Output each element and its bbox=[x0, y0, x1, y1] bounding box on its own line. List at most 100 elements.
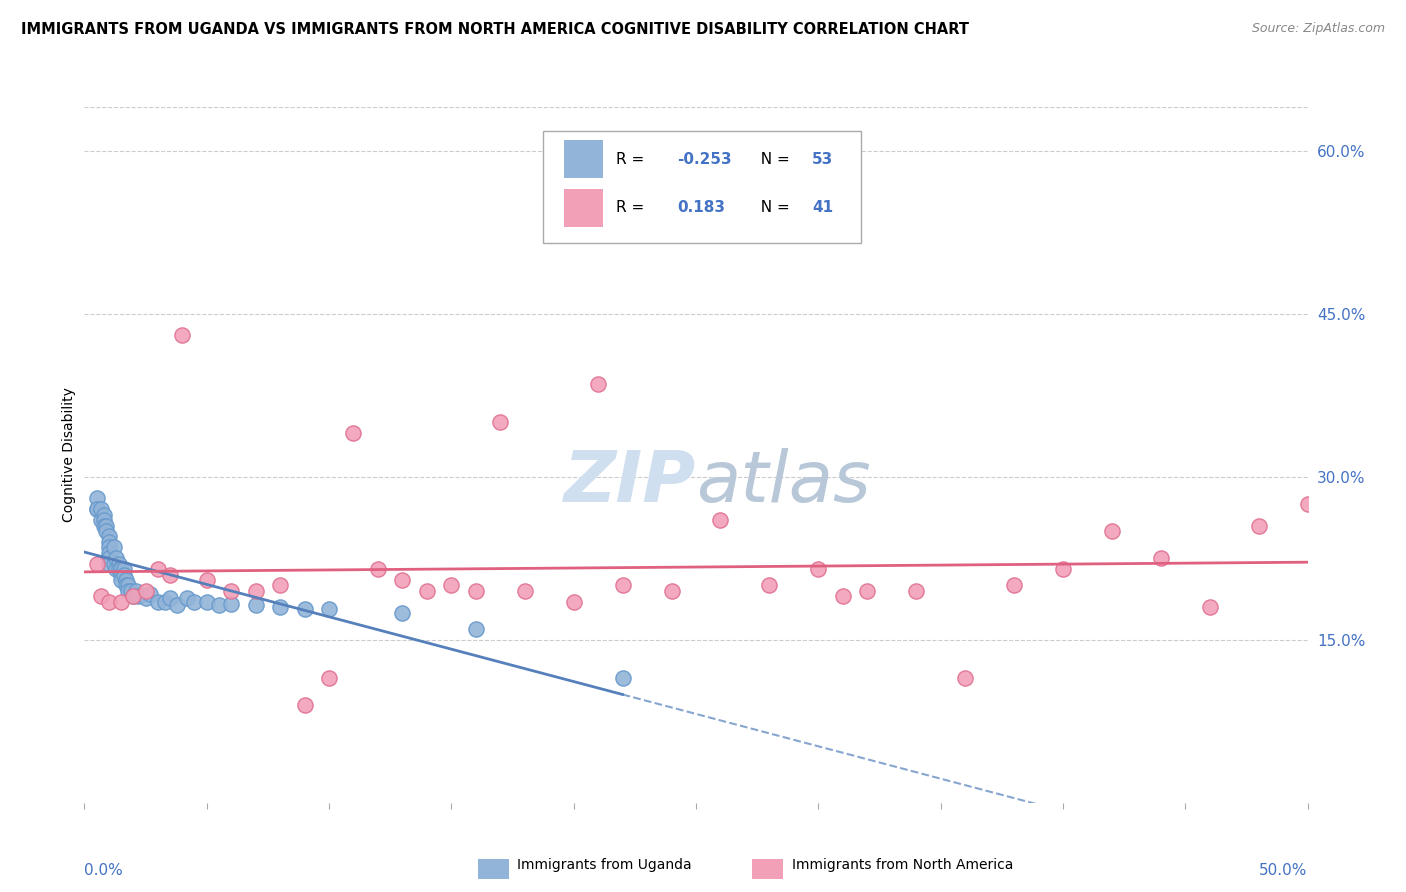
Point bbox=[93, 513, 115, 527]
Point bbox=[586, 377, 609, 392]
Point bbox=[342, 426, 364, 441]
Point bbox=[97, 541, 120, 555]
Point bbox=[153, 595, 176, 609]
FancyBboxPatch shape bbox=[543, 131, 860, 243]
Point bbox=[103, 541, 125, 555]
Point bbox=[195, 595, 218, 609]
Point bbox=[146, 562, 169, 576]
Point bbox=[172, 328, 194, 343]
Point bbox=[758, 578, 780, 592]
Point bbox=[97, 546, 120, 560]
Point bbox=[93, 518, 115, 533]
Point bbox=[97, 551, 120, 566]
Point bbox=[107, 562, 129, 576]
Text: Immigrants from Uganda: Immigrants from Uganda bbox=[517, 858, 692, 872]
Point bbox=[391, 573, 413, 587]
Point bbox=[135, 591, 157, 606]
Point bbox=[127, 589, 149, 603]
Y-axis label: Cognitive Disability: Cognitive Disability bbox=[62, 387, 76, 523]
Text: Source: ZipAtlas.com: Source: ZipAtlas.com bbox=[1251, 22, 1385, 36]
Point bbox=[269, 578, 291, 592]
Point bbox=[1052, 562, 1074, 576]
Point bbox=[90, 589, 112, 603]
Point bbox=[905, 583, 928, 598]
Point bbox=[1247, 518, 1270, 533]
Point bbox=[97, 557, 120, 571]
Point bbox=[245, 583, 267, 598]
Point bbox=[86, 557, 108, 571]
Text: IMMIGRANTS FROM UGANDA VS IMMIGRANTS FROM NORTH AMERICA COGNITIVE DISABILITY COR: IMMIGRANTS FROM UGANDA VS IMMIGRANTS FRO… bbox=[21, 22, 969, 37]
Text: 0.0%: 0.0% bbox=[84, 863, 124, 878]
Point bbox=[208, 598, 231, 612]
Point bbox=[93, 508, 115, 522]
Point bbox=[110, 562, 132, 576]
Point bbox=[953, 671, 976, 685]
Text: 50.0%: 50.0% bbox=[1260, 863, 1308, 878]
Point bbox=[117, 583, 139, 598]
Point bbox=[122, 589, 145, 603]
Text: R =: R = bbox=[616, 152, 650, 167]
Point bbox=[112, 562, 135, 576]
Point bbox=[464, 622, 486, 636]
Point bbox=[709, 513, 731, 527]
Text: R =: R = bbox=[616, 201, 650, 216]
Point bbox=[440, 578, 463, 592]
Point bbox=[146, 595, 169, 609]
Point bbox=[110, 573, 132, 587]
Point bbox=[107, 557, 129, 571]
Point bbox=[1296, 497, 1319, 511]
Text: ZIP: ZIP bbox=[564, 449, 696, 517]
Point bbox=[856, 583, 879, 598]
Point bbox=[391, 606, 413, 620]
Text: N =: N = bbox=[751, 201, 794, 216]
Point bbox=[612, 671, 634, 685]
Point bbox=[831, 589, 853, 603]
Point bbox=[1101, 524, 1123, 538]
Point bbox=[1150, 551, 1173, 566]
Point bbox=[807, 562, 830, 576]
Text: atlas: atlas bbox=[696, 449, 870, 517]
Text: Immigrants from North America: Immigrants from North America bbox=[792, 858, 1012, 872]
Point bbox=[219, 597, 242, 611]
Point bbox=[416, 583, 439, 598]
Point bbox=[1198, 600, 1220, 615]
Point bbox=[105, 562, 128, 576]
Point bbox=[318, 671, 340, 685]
FancyBboxPatch shape bbox=[564, 140, 603, 178]
Text: 53: 53 bbox=[813, 152, 834, 167]
Point bbox=[90, 502, 112, 516]
Point bbox=[86, 502, 108, 516]
Point bbox=[294, 602, 316, 616]
Point bbox=[464, 583, 486, 598]
Point bbox=[562, 595, 585, 609]
Point bbox=[117, 578, 139, 592]
Point bbox=[195, 573, 218, 587]
Point bbox=[367, 562, 389, 576]
Point bbox=[115, 578, 138, 592]
Point bbox=[219, 583, 242, 598]
Point bbox=[135, 583, 157, 598]
Point bbox=[159, 591, 181, 606]
Point bbox=[86, 491, 108, 506]
Point bbox=[183, 595, 205, 609]
Point bbox=[661, 583, 683, 598]
Text: 0.183: 0.183 bbox=[678, 201, 725, 216]
Point bbox=[166, 598, 188, 612]
Text: -0.253: -0.253 bbox=[678, 152, 733, 167]
Point bbox=[112, 567, 135, 582]
Point bbox=[245, 598, 267, 612]
Point bbox=[110, 567, 132, 582]
Point bbox=[294, 698, 316, 712]
Point bbox=[86, 502, 108, 516]
Point bbox=[489, 415, 512, 429]
Point bbox=[269, 600, 291, 615]
Point bbox=[120, 583, 142, 598]
Point bbox=[103, 557, 125, 571]
Point bbox=[125, 583, 148, 598]
Point bbox=[96, 518, 118, 533]
Text: 41: 41 bbox=[813, 201, 834, 216]
Point bbox=[612, 578, 634, 592]
Point bbox=[139, 587, 162, 601]
FancyBboxPatch shape bbox=[564, 189, 603, 227]
Point bbox=[97, 535, 120, 549]
